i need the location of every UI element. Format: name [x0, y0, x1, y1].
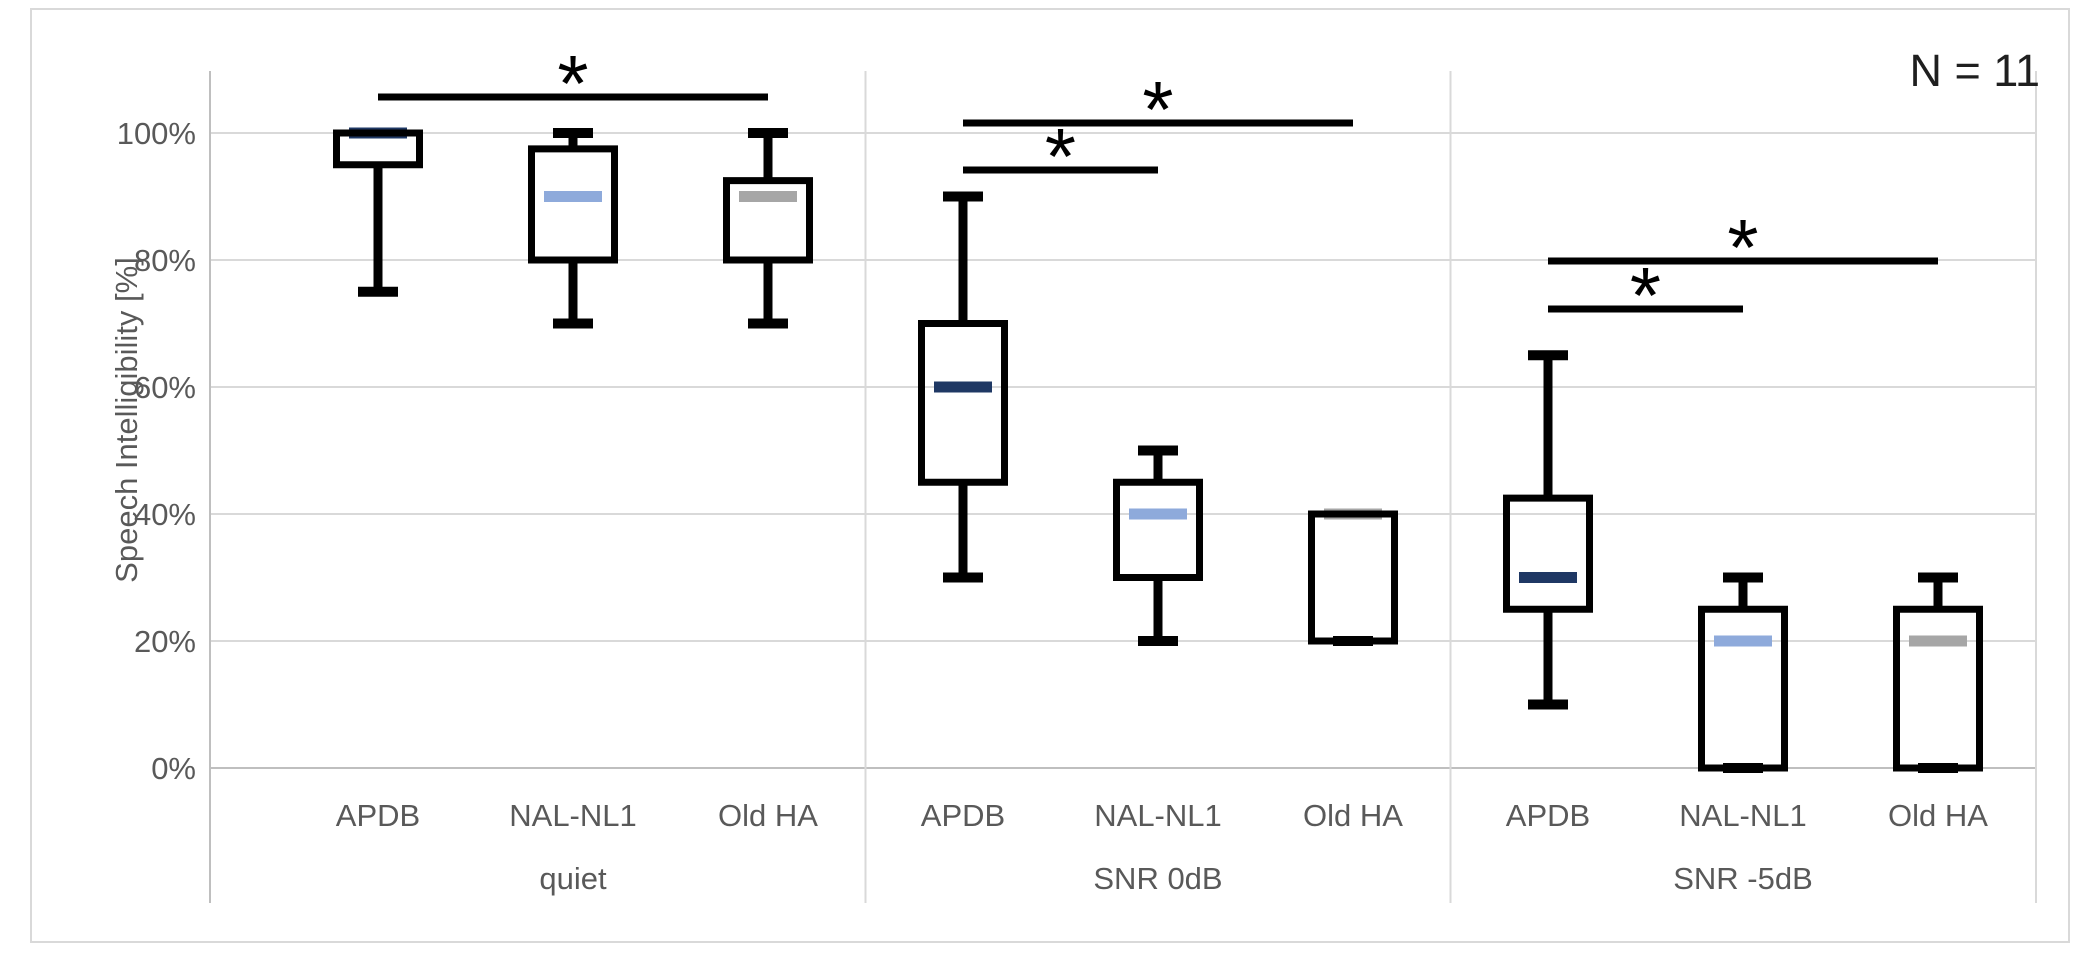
box-quiet-apdb [333, 127, 423, 297]
box-quiet-nal-nl1 [528, 128, 618, 329]
whisker-low-cap [943, 572, 983, 583]
significance-asterisk: * [557, 39, 588, 128]
median-line [1714, 635, 1772, 647]
whisker-low-cap [1138, 636, 1178, 646]
median-line [739, 191, 797, 202]
y-tick-label-0: 0% [151, 751, 196, 786]
whisker-high-cap [1918, 572, 1958, 583]
box-snr-5db-old-ha [1893, 572, 1983, 773]
y-tick-label-20: 20% [134, 624, 196, 659]
group-label-quiet: quiet [539, 861, 607, 896]
box-snr-0db-old-ha [1308, 508, 1398, 646]
box-snr-5db-nal-nl1 [1698, 572, 1788, 773]
whisker-high-cap [1723, 572, 1763, 583]
iqr-box [1308, 510, 1398, 645]
iqr-box [528, 145, 618, 264]
category-label-old-ha: Old HA [1888, 798, 1988, 833]
y-axis-title: Speech Intelligibility [%] [109, 257, 144, 583]
category-label-nal-nl1: NAL-NL1 [1679, 798, 1807, 833]
plot-area: 0% 20% 40% 60% 80% 100% APDB NAL-NL1 Old HA quiet… [117, 39, 2037, 903]
median-line [1909, 635, 1967, 647]
whisker-low-cap [748, 318, 788, 329]
category-label-old-ha: Old HA [1303, 798, 1403, 833]
y-tick-label-40: 40% [134, 497, 196, 532]
iqr-box [1503, 494, 1593, 613]
significance-asterisk: * [1142, 65, 1173, 154]
category-label-old-ha: Old HA [718, 798, 818, 833]
median-line [544, 191, 602, 202]
significance-asterisk: * [1727, 203, 1758, 292]
median-line [1519, 572, 1577, 583]
sample-size-label: N = 11 [1910, 45, 2041, 96]
significance-bracket-2: * [963, 112, 1158, 201]
iqr-box [723, 177, 813, 264]
box-quiet-old-ha [723, 128, 813, 329]
whisker-high-cap [1528, 350, 1568, 361]
significance-bracket-0: * [378, 39, 768, 128]
y-tick-label-80: 80% [134, 243, 196, 278]
whisker-high-cap [1138, 445, 1178, 456]
category-label-nal-nl1: NAL-NL1 [1094, 798, 1222, 833]
box-snr-5db-apdb [1503, 350, 1593, 710]
whisker-high-cap [943, 191, 983, 202]
box-snr-0db-nal-nl1 [1113, 445, 1203, 646]
significance-bracket-4: * [1548, 251, 1743, 340]
significance-bracket-3: * [1548, 203, 1938, 292]
iqr-box [1893, 605, 1983, 772]
significance-bracket-1: * [963, 65, 1353, 154]
category-label-apdb: APDB [1506, 798, 1590, 833]
whisker-low-cap [1528, 699, 1568, 710]
category-label-nal-nl1: NAL-NL1 [509, 798, 637, 833]
whisker-low-cap [358, 286, 398, 297]
significance-asterisk: * [1045, 112, 1076, 201]
iqr-box [918, 320, 1008, 486]
category-label-apdb: APDB [921, 798, 1005, 833]
significance-asterisk: * [1630, 251, 1661, 340]
whisker-high-cap [748, 128, 788, 138]
group-label-snr-5db: SNR -5dB [1673, 861, 1813, 896]
y-tick-label-60: 60% [134, 370, 196, 405]
group-label-snr-0db: SNR 0dB [1093, 861, 1222, 896]
iqr-box [333, 129, 423, 169]
y-tick-label-100: 100% [117, 116, 196, 151]
iqr-box [1698, 605, 1788, 772]
box-snr-0db-apdb [918, 191, 1008, 583]
median-line [934, 381, 992, 393]
whisker-high-cap [553, 128, 593, 138]
whisker-low-cap [553, 318, 593, 329]
category-label-apdb: APDB [336, 798, 420, 833]
iqr-box [1113, 478, 1203, 581]
median-line [1129, 508, 1187, 520]
